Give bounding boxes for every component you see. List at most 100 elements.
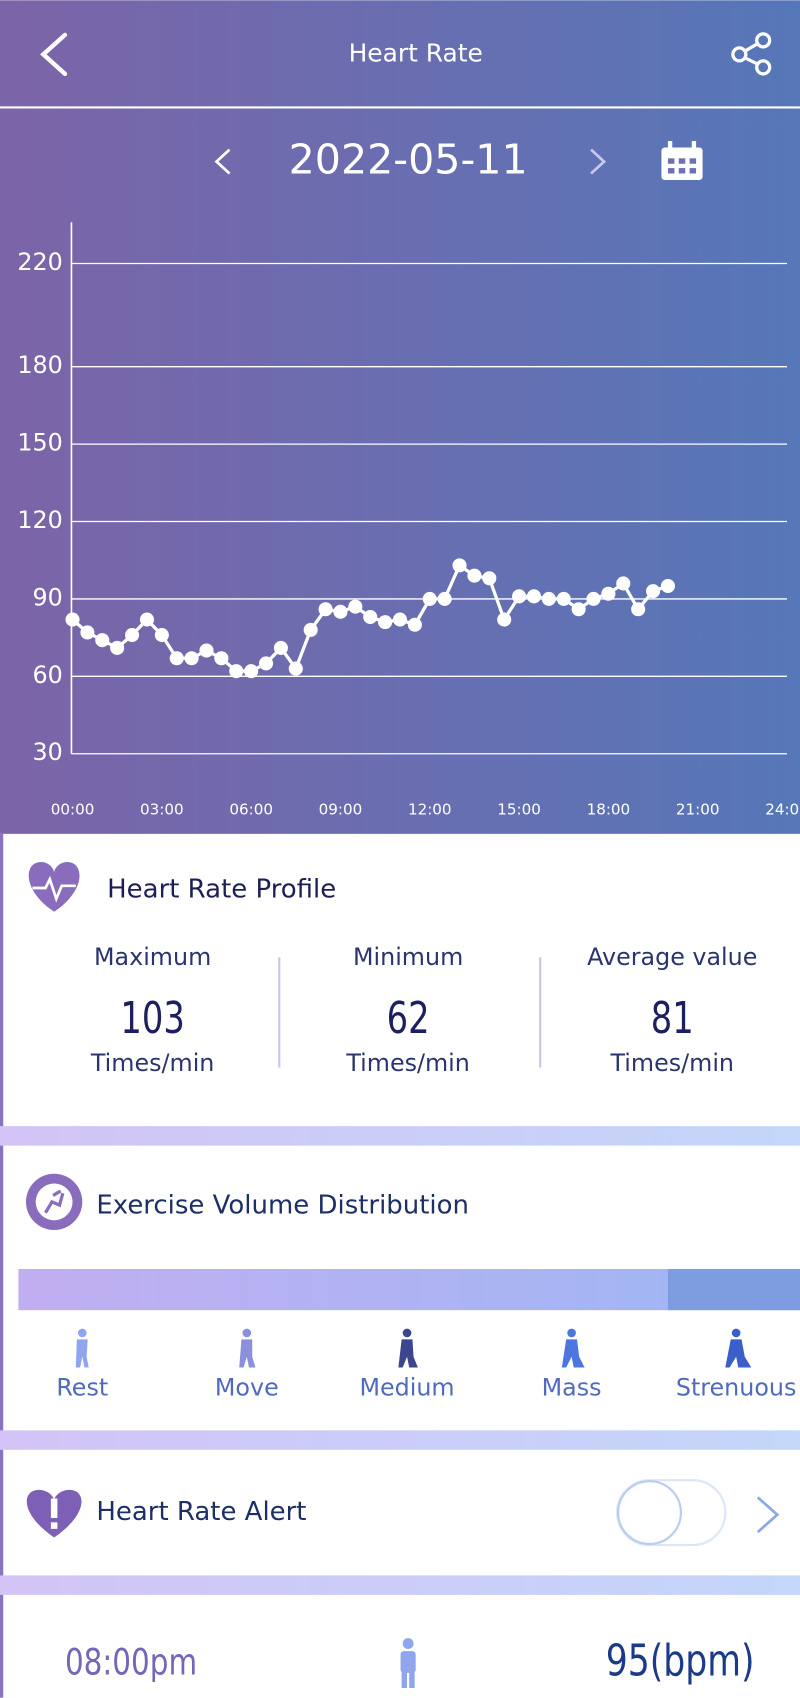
y-tick-label: 150 xyxy=(17,429,62,457)
calendar-button[interactable] xyxy=(661,141,703,180)
point xyxy=(452,558,467,573)
point xyxy=(214,651,229,666)
icon-body xyxy=(725,1339,752,1368)
icon-body xyxy=(398,1339,418,1368)
x-tick-label: 00:00 xyxy=(51,801,95,819)
level-label: Strenuous xyxy=(676,1374,797,1402)
edge xyxy=(0,833,4,1698)
level-icon xyxy=(725,1328,752,1368)
point xyxy=(229,664,244,679)
point xyxy=(646,584,661,599)
x-tick-label: 18:00 xyxy=(587,801,631,819)
alert-open[interactable] xyxy=(756,1496,780,1534)
point xyxy=(363,609,378,625)
section-title: Heart Rate Alert xyxy=(96,1497,306,1527)
point xyxy=(571,602,586,617)
stat-value: 81 xyxy=(651,994,694,1044)
levels: Rest Move Medium Mass Strenuous xyxy=(56,1328,797,1402)
point xyxy=(184,651,199,666)
point xyxy=(110,640,125,655)
point xyxy=(378,615,393,630)
point xyxy=(660,578,675,594)
level-label: Move xyxy=(215,1374,279,1402)
point xyxy=(80,625,95,640)
stat-unit: Times/min xyxy=(609,1049,734,1077)
point xyxy=(407,617,422,632)
icon-head xyxy=(77,1328,87,1338)
stat-value: 103 xyxy=(120,994,184,1044)
x-tick-label: 15:00 xyxy=(497,801,541,819)
back-button[interactable] xyxy=(40,32,68,77)
x-tick-label: 06:00 xyxy=(229,801,273,819)
chart: 30 60 90 120 150 180 220 00:00 03:00 06:00 09:00 12… xyxy=(17,222,800,819)
icon-head xyxy=(402,1328,412,1338)
point xyxy=(154,628,169,643)
x-tick-label: 24:00 xyxy=(765,801,800,819)
point xyxy=(556,591,571,606)
y-tick-label: 90 xyxy=(33,583,63,611)
point xyxy=(95,633,110,648)
point xyxy=(288,661,303,676)
point xyxy=(139,612,154,627)
point xyxy=(199,643,214,658)
y-tick-label: 180 xyxy=(17,351,62,379)
icon-head xyxy=(242,1328,252,1338)
separator xyxy=(0,1126,800,1146)
point xyxy=(437,591,452,606)
share-button[interactable] xyxy=(731,32,772,76)
toggle-knob xyxy=(617,1480,683,1546)
point xyxy=(65,612,80,627)
point xyxy=(169,651,184,666)
point xyxy=(422,591,437,606)
prev-day[interactable] xyxy=(214,148,231,175)
x-tick-label: 03:00 xyxy=(140,801,184,819)
point xyxy=(333,604,348,619)
point xyxy=(586,591,601,606)
stat-label: Average value xyxy=(587,943,757,971)
separator xyxy=(0,1575,800,1595)
point xyxy=(244,664,259,679)
level-label: Medium xyxy=(359,1374,454,1402)
date: 2022-05-11 xyxy=(289,136,528,184)
stat-label: Maximum xyxy=(94,943,211,971)
level-icon xyxy=(398,1328,418,1368)
level-icon xyxy=(561,1328,585,1368)
icon-body xyxy=(239,1339,256,1368)
point xyxy=(125,628,140,643)
next-day[interactable] xyxy=(590,148,607,175)
y-tick-label: 120 xyxy=(17,506,62,534)
stat-label: Minimum xyxy=(353,943,463,971)
y-tick-label: 60 xyxy=(33,661,63,689)
alert-card: Heart Rate Alert xyxy=(26,1479,780,1547)
level-label: Rest xyxy=(56,1374,108,1402)
record-icon xyxy=(400,1638,416,1688)
point xyxy=(541,591,556,606)
exercise-card: Exercise Volume Distribution xyxy=(18,1173,800,1311)
point xyxy=(497,612,512,627)
point xyxy=(318,602,333,617)
y-tick-label: 30 xyxy=(33,738,63,766)
point xyxy=(601,586,616,601)
icon-head xyxy=(567,1328,576,1338)
header-bg xyxy=(0,0,800,834)
point xyxy=(526,589,542,604)
x-tick-label: 12:00 xyxy=(408,801,452,819)
stat-value: 62 xyxy=(387,994,430,1044)
point xyxy=(631,602,646,617)
point xyxy=(482,571,497,586)
stat-unit: Times/min xyxy=(345,1049,470,1077)
x-tick-label: 21:00 xyxy=(676,801,720,819)
icon-body xyxy=(561,1339,585,1368)
level-icon xyxy=(75,1328,89,1368)
point xyxy=(303,622,318,637)
stats: Maximum 103 Times/min Minimum 62 Times/min Ave… xyxy=(90,943,758,1077)
point xyxy=(467,568,482,583)
point xyxy=(273,640,288,655)
point xyxy=(258,656,274,671)
icon-body xyxy=(75,1339,89,1368)
point xyxy=(512,589,527,604)
point xyxy=(348,599,363,614)
profile-card: Heart Rate Profile xyxy=(28,861,542,1068)
